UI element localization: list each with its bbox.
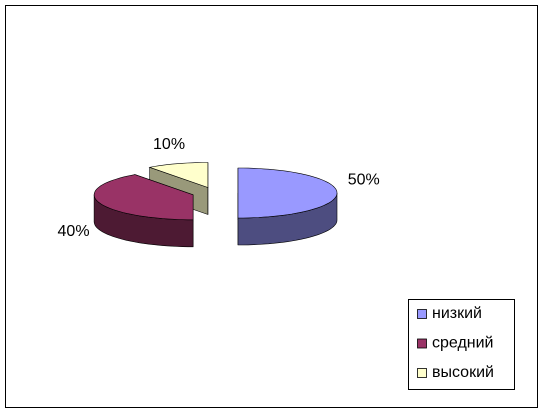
data-label: 10% <box>153 136 185 153</box>
legend-swatch <box>417 309 427 319</box>
data-label: 50% <box>348 172 380 189</box>
legend-swatch <box>417 338 427 349</box>
data-label: 40% <box>58 223 90 240</box>
legend-label: низкий <box>432 305 482 322</box>
legend-label: высокий <box>432 364 494 381</box>
slice-top <box>93 174 194 221</box>
legend-swatch <box>417 368 427 378</box>
slice <box>93 174 194 248</box>
slice-top <box>148 162 209 188</box>
slice-top <box>237 167 338 219</box>
legend-label: средний <box>432 335 494 352</box>
slice <box>237 167 338 246</box>
